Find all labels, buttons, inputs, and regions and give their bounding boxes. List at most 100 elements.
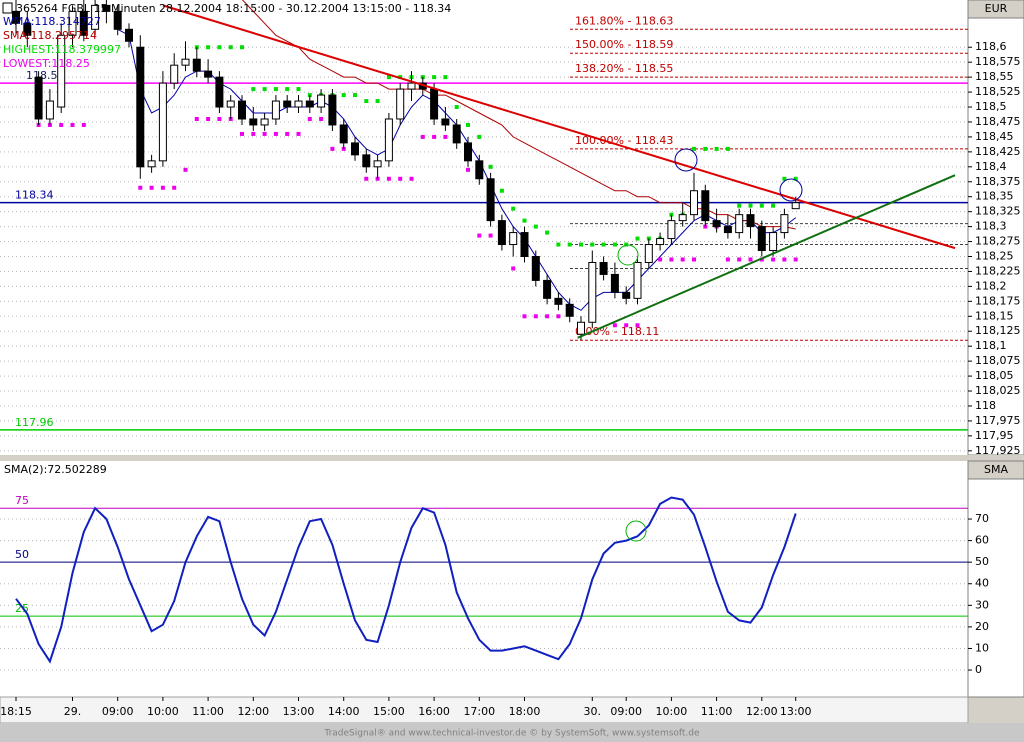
indicator-dot [206, 116, 211, 121]
indicator-dot [443, 75, 448, 80]
y-tick-label: 118,45 [975, 130, 1014, 143]
indicator-dot [364, 176, 369, 181]
legend-entry: SMA:118.295714 [3, 29, 97, 42]
y-tick-label: 70 [975, 512, 989, 525]
indicator-dot [206, 45, 211, 50]
indicator-dot [748, 203, 753, 208]
candle-body [689, 190, 698, 216]
indicator-dot [432, 75, 437, 80]
indicator-dot [737, 257, 742, 262]
price-axis-header [967, 0, 1024, 19]
indicator-dot [725, 257, 730, 262]
highlight-circle [625, 520, 647, 542]
price-panel [0, 0, 968, 455]
x-tick-label: 14:00 [328, 705, 360, 718]
chart-title: 365264 FGBL 15 Minuten 28.12.2004 18:15:… [16, 2, 451, 15]
y-tick-label: 118,075 [975, 354, 1021, 367]
y-tick-label: 118,275 [975, 235, 1021, 248]
indicator-dot [793, 176, 798, 181]
indicator-dot [262, 131, 267, 136]
candle-body [12, 10, 21, 24]
candle-body [23, 22, 32, 36]
trend-line [162, 4, 956, 250]
indicator-dot [511, 266, 516, 271]
candle-body [531, 255, 540, 281]
y-tick-label: 118,375 [975, 175, 1021, 188]
highlight-circle [674, 148, 698, 172]
candle-body [588, 261, 597, 323]
indicator-dot [319, 116, 324, 121]
candle-body [384, 118, 393, 162]
indicator-dot [771, 257, 776, 262]
chart-icon [2, 2, 13, 14]
indicator-dot [454, 105, 459, 110]
x-tick-label: 10:00 [656, 705, 688, 718]
time-axis-panel [0, 696, 969, 724]
indicator-dot [567, 242, 572, 247]
indicator-dot [488, 233, 493, 238]
candle-body [599, 261, 608, 275]
candle-body [678, 214, 687, 222]
candle-body [667, 220, 676, 240]
marks-layer: 118,6118,575118,55118,525118,5118,475118… [0, 0, 1021, 718]
indicator-dot [612, 323, 617, 328]
candle-body [735, 214, 744, 234]
y-tick-label: 0 [975, 663, 982, 676]
indicator-dot [240, 45, 244, 50]
candle-body [45, 100, 54, 120]
y-tick-label: 117,95 [975, 429, 1014, 442]
indicator-dot [691, 146, 696, 151]
candle-body [113, 10, 122, 30]
legend-entry: HIGHEST:118.379997 [3, 43, 121, 56]
y-tick-label: 60 [975, 534, 989, 547]
legend-entry: LOWEST:118.25 [3, 57, 90, 70]
candle-body [226, 100, 235, 108]
indicator-dot [240, 131, 244, 136]
trend-line [577, 174, 956, 339]
indicator-dot [703, 146, 708, 151]
candle-body [769, 232, 778, 252]
candle-body [633, 261, 642, 299]
indicator-dot [375, 99, 380, 104]
candle-body [520, 232, 529, 257]
candle-body [712, 220, 721, 228]
candle-body [746, 214, 755, 228]
candle-body [147, 160, 156, 168]
candle-body [622, 291, 631, 299]
y-tick-label: 50 [975, 555, 989, 568]
highlight-circle [779, 178, 803, 202]
legend-entry: WMA:118.314727 [3, 15, 101, 28]
indicator-dot [70, 122, 75, 127]
y-tick-label: 118,325 [975, 205, 1021, 218]
indicator-dot [364, 99, 369, 104]
x-tick-label: 09:00 [610, 705, 642, 718]
candle-body [91, 4, 100, 30]
y-tick-label: 118,225 [975, 264, 1021, 277]
indicator-dot [748, 257, 753, 262]
candle-body [757, 226, 766, 252]
fib-label: 0.00% - 118.11 [575, 325, 659, 338]
indicator-dot [477, 233, 482, 238]
x-tick-label: 17:00 [463, 705, 495, 718]
candle-body [57, 34, 66, 108]
candle-body [294, 100, 303, 108]
candle-body [554, 297, 563, 305]
indicator-dot [590, 242, 595, 247]
price-axis-label: EUR [985, 2, 1008, 15]
candle-body [158, 82, 167, 162]
indicator-dot [285, 87, 290, 92]
level-label: 50 [15, 548, 29, 561]
candle-body [565, 303, 574, 317]
y-tick-label: 117,925 [975, 444, 1021, 457]
y-tick-label: 20 [975, 620, 989, 633]
indicator-dot [465, 122, 470, 127]
indicator-panel [0, 461, 968, 697]
indicator-dot [273, 131, 278, 136]
y-tick-label: 117,975 [975, 414, 1021, 427]
footer-bar [0, 723, 1024, 742]
indicator-axis-label: SMA [984, 463, 1008, 476]
candle-body [509, 232, 518, 246]
x-tick-label: 13:00 [283, 705, 315, 718]
candle-body [283, 100, 292, 108]
level-label: 75 [15, 494, 29, 507]
